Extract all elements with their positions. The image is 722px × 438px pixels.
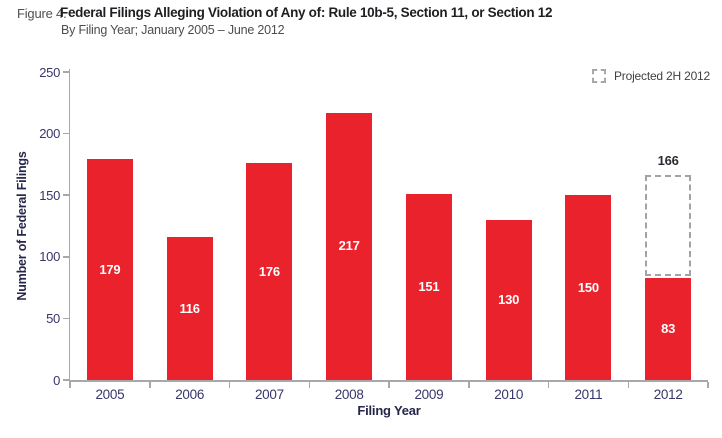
figure-subtitle: By Filing Year; January 2005 – June 2012 [61,23,285,37]
projected-swatch-icon [592,69,606,83]
y-tick [62,132,69,135]
bar-value-label-2006: 116 [179,300,200,316]
x-tick [547,381,550,388]
y-tick-label: 100 [39,249,60,265]
bar-value-label-2007: 176 [258,263,280,279]
x-tick-label-2012: 2012 [653,387,683,402]
bar-2010 [485,219,532,380]
bar-value-label-2010: 130 [498,291,520,307]
x-tick [707,381,709,388]
x-tick-label-2006: 2006 [175,387,205,402]
x-tick-label-2005: 2005 [95,387,125,402]
bar-2006 [166,237,213,380]
x-tick [228,381,231,388]
x-axis-line [68,380,708,382]
y-tick-label: 250 [39,64,60,80]
bar-2009 [405,193,452,380]
bar-2008 [326,112,373,380]
bar-2012 [645,277,692,380]
figure-title: Federal Filings Alleging Violation of An… [60,5,553,20]
bar-2011 [565,195,612,380]
y-tick-label: 0 [53,372,60,388]
bar-value-label-2008: 217 [338,238,360,254]
y-tick [62,71,69,73]
x-tick-label-2008: 2008 [334,387,364,402]
x-tick-label-2007: 2007 [254,387,284,402]
legend: Projected 2H 2012 [592,69,710,83]
projected-legend-label: Projected 2H 2012 [614,69,710,83]
x-tick-label-2010: 2010 [494,387,524,402]
bar-value-label-2005: 179 [99,261,121,277]
y-tick [62,317,69,320]
y-tick-label: 150 [39,187,60,203]
y-axis-title: Number of Federal Filings [15,151,29,301]
y-tick [62,256,69,258]
y-tick [62,379,69,381]
x-tick [468,381,470,388]
bar-value-label-2011: 150 [577,279,599,295]
y-tick-label: 50 [46,310,60,326]
x-tick [308,381,310,388]
bar-2007 [246,163,293,380]
bar-value-label-2009: 151 [418,278,440,294]
x-tick [627,381,629,388]
x-tick [69,381,71,388]
x-tick [388,381,390,388]
figure-number: Figure 4. [17,6,67,21]
bar-value-label-2012: 83 [661,320,676,336]
projected-value-label: 166 [657,153,679,169]
bar-2005 [86,159,133,380]
x-axis-title: Filing Year [357,403,421,418]
y-tick-label: 200 [39,126,60,142]
x-tick-label-2009: 2009 [414,387,444,402]
y-axis-line [68,69,70,382]
projected-bar-2012 [645,175,692,276]
x-tick [149,381,151,388]
x-tick-label-2011: 2011 [574,387,603,402]
y-tick [62,194,69,196]
